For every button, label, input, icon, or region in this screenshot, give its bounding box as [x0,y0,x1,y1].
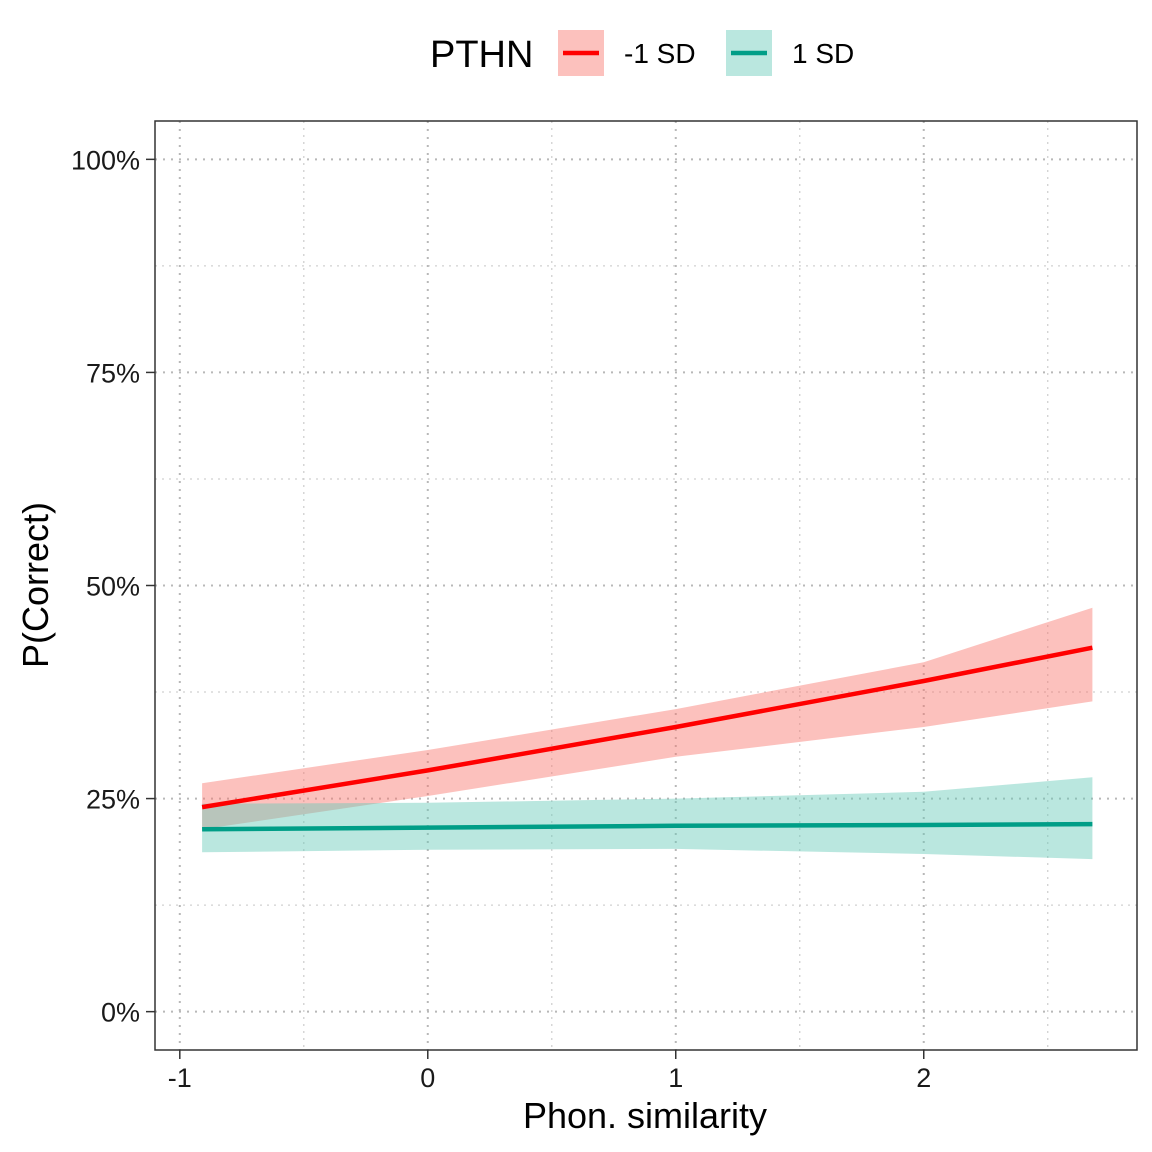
grid [155,121,1137,1050]
y-tick-label: 100% [71,145,140,175]
legend-label: 1 SD [792,38,854,69]
y-axis-title: P(Correct) [15,502,56,668]
x-tick-label: 0 [420,1063,435,1093]
y-tick-label: 50% [86,572,140,602]
panel-background [155,121,1137,1050]
y-tick-label: 75% [86,358,140,388]
confidence-band-minus-1sd [202,607,1093,830]
x-axis: -1 0 1 2 [168,1050,931,1093]
x-axis-title: Phon. similarity [523,1095,767,1136]
x-tick-label: -1 [168,1063,192,1093]
confidence-band-plus-1sd [202,777,1093,860]
series-line-plus-1sd [202,821,1093,832]
series-line-minus-1sd [201,645,1093,810]
x-tick-label: 1 [668,1063,683,1093]
y-tick-label: 0% [101,998,140,1028]
plot-panel [154,120,1138,1051]
legend-title: PTHN [430,34,533,76]
x-tick-label: 2 [916,1063,931,1093]
legend-label: -1 SD [624,38,696,69]
legend: PTHN -1 SD 1 SD [430,30,854,76]
series-lines [201,645,1093,832]
confidence-bands [202,607,1093,860]
y-axis: 0% 25% 50% 75% 100% [71,145,155,1028]
y-tick-label: 25% [86,785,140,815]
